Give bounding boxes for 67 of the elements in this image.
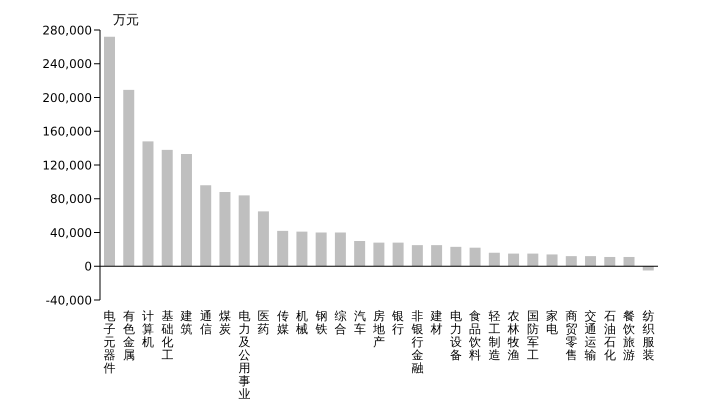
x-tick-label: 轻工制造	[488, 309, 500, 362]
x-tick-label: 传媒	[276, 309, 289, 336]
y-tick-label: 40,000	[50, 226, 92, 240]
x-tick-label: 综合	[334, 309, 347, 336]
x-tick-label: 钢铁	[314, 309, 328, 336]
bar	[334, 232, 346, 266]
bar	[316, 232, 327, 266]
x-tick-label: 房地产	[372, 309, 385, 349]
y-tick-label: 160,000	[42, 124, 92, 139]
bar	[180, 154, 192, 266]
bar	[392, 242, 404, 266]
bar	[624, 256, 635, 266]
bar	[354, 240, 366, 266]
x-tick-label: 食品饮料	[468, 309, 482, 362]
bar	[527, 254, 538, 266]
bar	[604, 256, 616, 266]
y-tick-label: 200,000	[42, 90, 92, 105]
x-tick-label: 医药	[258, 309, 270, 336]
x-tick-label: 机械	[296, 309, 308, 336]
y-tick-label: 0	[84, 260, 92, 274]
bar	[373, 242, 384, 266]
y-tick-label: 280,000	[42, 23, 92, 38]
y-tick-label: 80,000	[50, 192, 92, 206]
x-tick-label: 餐饮旅游	[622, 309, 636, 362]
x-tick-label: 煤炭	[219, 309, 232, 336]
x-tick-label: 有色金属	[122, 309, 135, 362]
x-tick-label: 计算机	[142, 309, 154, 349]
bar	[258, 211, 269, 266]
x-tick-label: 电子元器件	[104, 309, 116, 375]
bar	[585, 256, 596, 266]
x-tick-label: 农林牧渔	[506, 309, 520, 362]
x-tick-label: 电力设备	[450, 309, 462, 362]
x-tick-label: 银行	[391, 309, 404, 336]
y-tick-label: 240,000	[42, 57, 92, 72]
x-tick-label: 国防军工	[526, 309, 539, 362]
bar	[296, 232, 308, 266]
x-tick-label: 建筑	[180, 309, 193, 336]
bar	[238, 195, 250, 266]
x-tick-label: 汽车	[354, 309, 366, 336]
y-tick-label: 120,000	[42, 158, 92, 172]
x-tick-label: 石油石化	[604, 309, 616, 362]
y-axis-title: 万元	[113, 13, 139, 28]
bar	[200, 185, 212, 266]
bar	[508, 254, 520, 266]
bar	[546, 254, 558, 266]
x-tick-label: 通信	[200, 309, 212, 336]
x-tick-label: 纺织服装	[642, 309, 654, 362]
bar	[488, 252, 500, 266]
bar	[277, 230, 288, 266]
x-tick-label: 商贸零售	[565, 309, 578, 362]
bar	[123, 90, 134, 266]
bar	[450, 246, 462, 266]
bar	[219, 192, 230, 266]
bar	[566, 256, 577, 266]
bar	[412, 245, 423, 266]
x-tick-label: 家电	[546, 309, 558, 336]
bar	[104, 36, 115, 266]
bar	[162, 150, 173, 266]
y-tick-label: -40,000	[46, 293, 92, 308]
x-tick-label: 交通运输	[584, 309, 597, 362]
x-tick-label: 建材	[430, 309, 443, 336]
bar	[470, 248, 481, 266]
bar	[431, 245, 442, 266]
x-tick-label: 电力及公用事业	[238, 309, 250, 401]
bar	[142, 141, 154, 266]
x-tick-label: 基础化工	[160, 309, 174, 362]
x-tick-label: 非银行金融	[410, 309, 424, 375]
